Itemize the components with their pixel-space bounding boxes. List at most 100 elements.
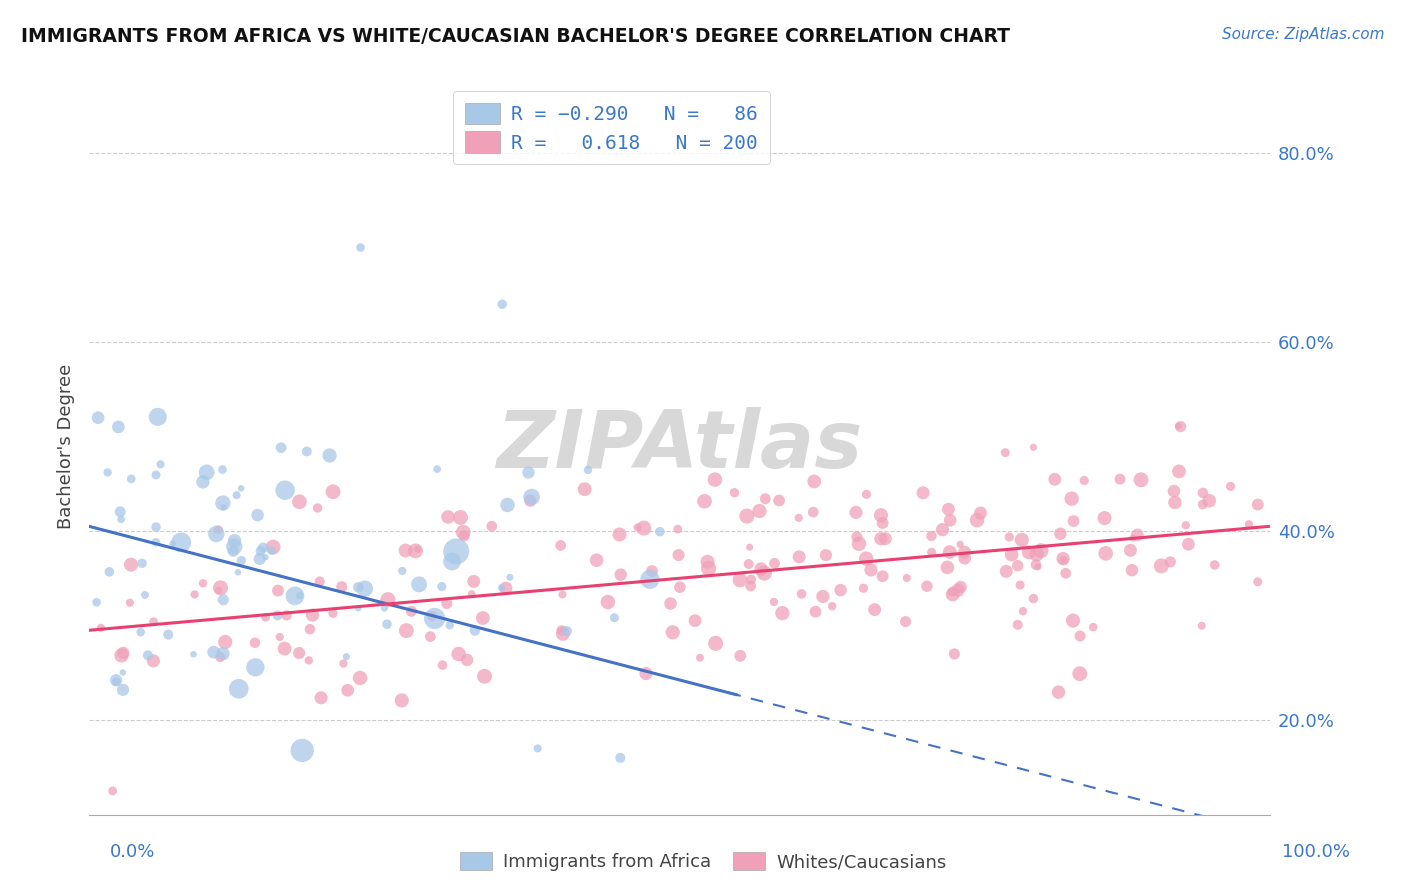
Text: Source: ZipAtlas.com: Source: ZipAtlas.com	[1222, 27, 1385, 42]
Point	[1109, 472, 1132, 486]
Point	[105, 673, 128, 688]
Point	[526, 741, 548, 756]
Point	[943, 647, 966, 661]
Point	[803, 475, 825, 489]
Point	[770, 606, 793, 620]
Point	[146, 409, 169, 424]
Point	[1053, 553, 1076, 567]
Point	[276, 608, 298, 623]
Point	[224, 533, 246, 548]
Point	[689, 650, 711, 665]
Point	[872, 516, 894, 530]
Point	[1159, 555, 1181, 569]
Point	[284, 589, 307, 603]
Point	[966, 513, 988, 527]
Point	[266, 608, 288, 623]
Point	[1167, 418, 1189, 433]
Point	[872, 569, 894, 583]
Point	[1204, 558, 1226, 572]
Point	[322, 607, 344, 621]
Point	[801, 505, 824, 519]
Point	[1083, 620, 1105, 634]
Point	[436, 596, 458, 610]
Point	[551, 587, 574, 601]
Point	[754, 566, 776, 581]
Point	[693, 494, 716, 508]
Point	[830, 583, 852, 598]
Point	[120, 558, 142, 572]
Point	[995, 564, 1018, 578]
Point	[288, 646, 311, 660]
Point	[349, 241, 371, 255]
Point	[254, 610, 277, 624]
Point	[212, 500, 235, 515]
Point	[845, 530, 868, 544]
Point	[1163, 484, 1185, 499]
Point	[728, 648, 751, 663]
Point	[1122, 531, 1144, 545]
Point	[1247, 498, 1270, 512]
Point	[212, 592, 235, 607]
Point	[855, 487, 877, 501]
Point	[669, 580, 692, 594]
Point	[814, 548, 837, 562]
Point	[308, 574, 330, 589]
Point	[942, 587, 965, 601]
Point	[870, 508, 893, 523]
Point	[432, 658, 454, 673]
Point	[420, 609, 443, 624]
Point	[1026, 559, 1049, 574]
Point	[1191, 619, 1213, 633]
Point	[191, 576, 214, 591]
Point	[395, 624, 418, 638]
Point	[1012, 604, 1035, 618]
Point	[145, 535, 167, 549]
Point	[737, 557, 759, 571]
Point	[212, 647, 235, 661]
Point	[855, 551, 877, 566]
Point	[517, 466, 540, 480]
Point	[1063, 514, 1085, 528]
Point	[456, 653, 478, 667]
Point	[941, 584, 963, 599]
Point	[787, 549, 810, 564]
Point	[112, 646, 135, 660]
Point	[207, 583, 229, 598]
Point	[648, 524, 671, 539]
Point	[212, 496, 235, 510]
Point	[101, 784, 124, 798]
Point	[439, 618, 461, 632]
Point	[142, 615, 165, 629]
Point	[519, 493, 541, 508]
Point	[202, 645, 225, 659]
Point	[1198, 493, 1220, 508]
Point	[1237, 517, 1260, 532]
Point	[373, 601, 395, 615]
Point	[453, 529, 475, 543]
Point	[870, 532, 893, 546]
Point	[149, 458, 172, 472]
Point	[1049, 526, 1071, 541]
Point	[550, 538, 572, 552]
Point	[949, 580, 972, 594]
Point	[762, 595, 785, 609]
Point	[437, 510, 460, 524]
Point	[291, 743, 314, 757]
Point	[322, 484, 344, 499]
Point	[229, 481, 252, 495]
Point	[1168, 465, 1191, 479]
Point	[481, 519, 503, 533]
Point	[423, 611, 446, 625]
Point	[183, 647, 205, 661]
Point	[728, 573, 751, 587]
Point	[1247, 574, 1270, 589]
Text: 0.0%: 0.0%	[110, 843, 155, 861]
Point	[1062, 614, 1084, 628]
Point	[748, 504, 770, 518]
Point	[1094, 511, 1116, 525]
Point	[638, 572, 661, 586]
Point	[723, 485, 745, 500]
Point	[938, 545, 960, 559]
Point	[1130, 473, 1153, 487]
Point	[1069, 666, 1091, 681]
